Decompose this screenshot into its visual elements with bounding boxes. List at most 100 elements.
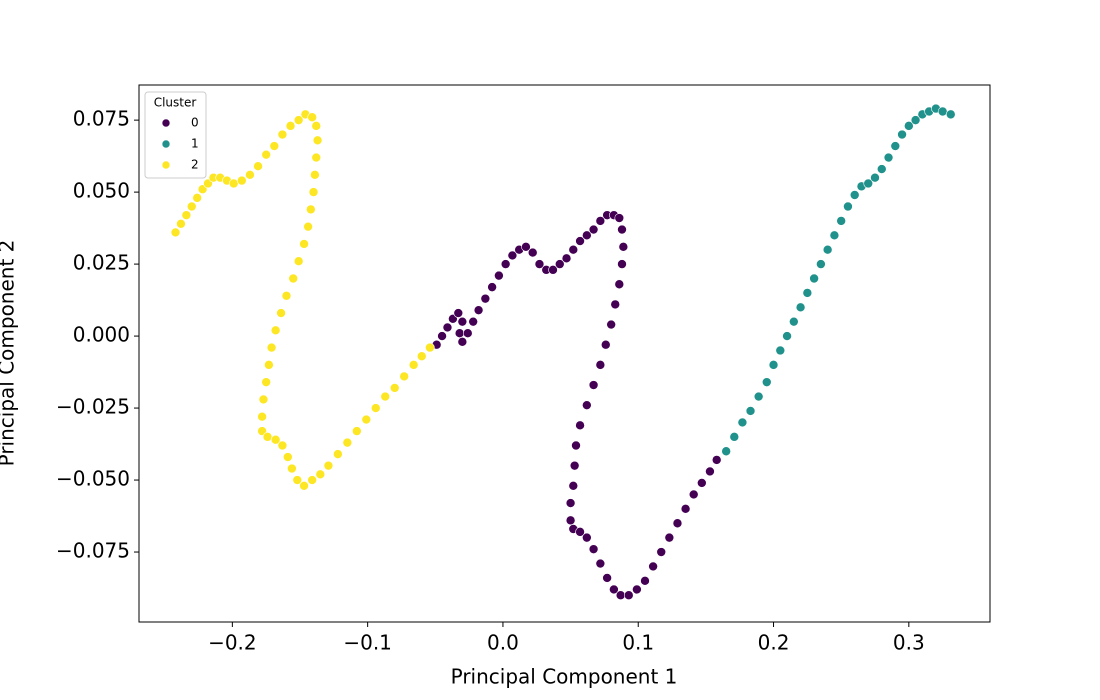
- point: [370, 403, 381, 413]
- point: [768, 360, 779, 370]
- point: [816, 259, 826, 269]
- point: [287, 463, 297, 474]
- point: [711, 455, 722, 465]
- point: [569, 460, 580, 471]
- point: [307, 112, 317, 123]
- point: [870, 172, 880, 183]
- point: [554, 259, 565, 269]
- point: [863, 178, 874, 189]
- point: [181, 210, 192, 220]
- point: [380, 391, 391, 402]
- point: [453, 308, 464, 318]
- x-tick-label: 0.0: [487, 631, 519, 655]
- point: [575, 527, 585, 537]
- point: [264, 360, 274, 370]
- point: [389, 383, 400, 393]
- point: [745, 406, 756, 416]
- point: [614, 213, 625, 223]
- point: [609, 584, 619, 595]
- y-tick-label: −0.025: [56, 395, 130, 419]
- point: [457, 316, 468, 327]
- point: [575, 420, 585, 431]
- point: [849, 190, 860, 200]
- point: [534, 259, 545, 269]
- point: [656, 547, 667, 557]
- point: [632, 584, 642, 595]
- point: [176, 218, 186, 229]
- point: [399, 371, 409, 382]
- point: [614, 279, 625, 290]
- legend-label: 1: [191, 137, 199, 151]
- point: [648, 561, 658, 572]
- point: [457, 337, 468, 347]
- point: [737, 417, 748, 428]
- point: [253, 161, 263, 171]
- point: [565, 515, 576, 526]
- point: [697, 478, 707, 488]
- point: [310, 170, 320, 180]
- point: [293, 256, 304, 267]
- point: [454, 328, 465, 339]
- point: [937, 106, 948, 117]
- point: [600, 339, 611, 350]
- point: [602, 573, 612, 583]
- point: [753, 391, 764, 402]
- point: [285, 121, 296, 131]
- point: [408, 360, 419, 370]
- point: [333, 449, 343, 459]
- point: [269, 141, 280, 151]
- point: [809, 273, 819, 284]
- point: [595, 360, 606, 370]
- point: [311, 152, 322, 163]
- point: [270, 434, 281, 445]
- point: [192, 193, 202, 203]
- point: [257, 411, 267, 422]
- point: [640, 576, 650, 586]
- point: [228, 178, 239, 189]
- point: [897, 129, 907, 140]
- point: [473, 305, 484, 315]
- point: [311, 121, 322, 131]
- point: [315, 469, 326, 480]
- point: [618, 242, 629, 252]
- point: [672, 518, 683, 529]
- point: [945, 109, 956, 120]
- point: [904, 121, 914, 131]
- x-tick-label: 0.1: [622, 631, 654, 655]
- point: [795, 302, 806, 313]
- point: [561, 253, 572, 264]
- point: [617, 224, 627, 235]
- point: [342, 437, 353, 448]
- legend-marker: [161, 139, 171, 149]
- point: [582, 230, 592, 241]
- point: [617, 259, 627, 269]
- point: [261, 377, 271, 387]
- point: [568, 244, 579, 255]
- point: [705, 466, 715, 477]
- point: [664, 532, 675, 543]
- point: [588, 544, 599, 554]
- point: [610, 299, 621, 310]
- point: [437, 331, 447, 341]
- point: [480, 293, 491, 304]
- point: [595, 558, 606, 569]
- point: [527, 247, 538, 258]
- point: [288, 273, 299, 284]
- point: [688, 489, 699, 500]
- point: [829, 230, 840, 241]
- point: [416, 351, 427, 362]
- point: [303, 221, 313, 232]
- legend-label: 2: [191, 158, 199, 172]
- point: [521, 242, 531, 252]
- point: [442, 322, 453, 333]
- point: [588, 380, 599, 390]
- point: [548, 265, 558, 275]
- legend-title: Cluster: [154, 96, 197, 110]
- point: [468, 316, 478, 327]
- point: [721, 446, 731, 457]
- point: [292, 475, 303, 485]
- point: [494, 270, 504, 281]
- point: [623, 590, 634, 601]
- point: [293, 115, 304, 125]
